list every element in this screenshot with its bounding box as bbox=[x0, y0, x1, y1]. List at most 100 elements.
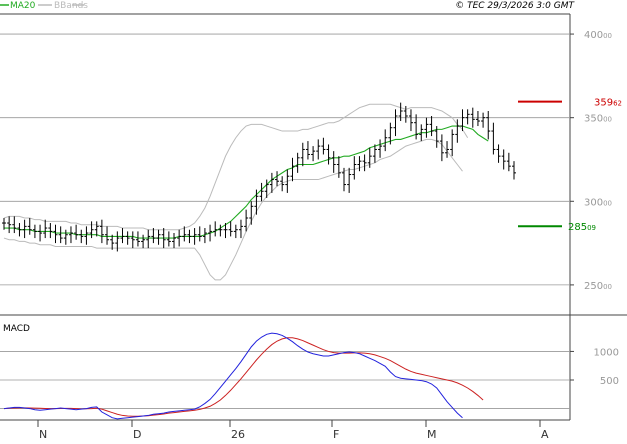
ma20-polyline bbox=[4, 125, 489, 239]
x-axis: N D 26 F M A bbox=[37, 420, 549, 441]
ohlc-bar bbox=[481, 112, 486, 128]
ohlc-bar bbox=[378, 139, 383, 158]
ohlc-bar bbox=[393, 109, 398, 137]
main-ytick-label: 40000 bbox=[584, 30, 612, 41]
ohlc-bar bbox=[470, 107, 475, 128]
ohlc-bar bbox=[182, 226, 187, 242]
x-tick-label: A bbox=[541, 428, 549, 440]
ohlc-bar bbox=[125, 231, 130, 245]
main-ytick-label-decimals: 00 bbox=[603, 199, 612, 207]
ohlc-bar bbox=[79, 229, 84, 244]
macd-line bbox=[3, 332, 463, 420]
ohlc-bar bbox=[17, 223, 22, 237]
ohlc-bar bbox=[38, 224, 43, 242]
ohlc-bar bbox=[285, 169, 290, 193]
ohlc-bar bbox=[362, 154, 367, 172]
ohlc-bar bbox=[275, 171, 280, 187]
ohlc-bar bbox=[249, 201, 254, 225]
ohlc-bar bbox=[403, 105, 408, 123]
ohlc-bar bbox=[316, 139, 321, 160]
ohlc-bar bbox=[486, 110, 491, 140]
ohlc-bar bbox=[445, 141, 450, 158]
ohlc-bar bbox=[414, 114, 419, 140]
ohlc-bar bbox=[295, 152, 300, 173]
ohlc-bar bbox=[141, 234, 146, 249]
ohlc-bar bbox=[32, 224, 37, 239]
x-tick-label: F bbox=[333, 428, 339, 440]
ohlc-bar bbox=[383, 129, 388, 152]
ohlc-bar bbox=[63, 229, 68, 245]
ohlc-bar bbox=[228, 221, 233, 237]
ohlc-bar bbox=[429, 116, 434, 137]
ohlc-bar bbox=[58, 226, 63, 244]
ohlc-bar bbox=[450, 129, 455, 157]
main-ytick-label-decimals: 00 bbox=[603, 283, 612, 291]
main-ytick-label: 35000 bbox=[584, 114, 612, 125]
ohlc-bar bbox=[465, 109, 470, 125]
support-resistance-levels: 35962 28509 bbox=[518, 98, 622, 233]
ohlc-bar bbox=[326, 144, 331, 165]
ohlc-bar bbox=[110, 234, 115, 250]
ohlc-bar bbox=[455, 119, 460, 143]
main-ytick-label: 25000 bbox=[584, 281, 612, 292]
ohlc-bar bbox=[475, 110, 480, 127]
ohlc-bar bbox=[208, 224, 213, 242]
ohlc-bar bbox=[342, 167, 346, 192]
ohlc-bar bbox=[105, 226, 110, 245]
ohlc-bar bbox=[223, 223, 228, 239]
macd-panel[interactable]: MACD 1000 500 bbox=[0, 315, 619, 421]
x-tick-label: D bbox=[133, 428, 141, 440]
ohlc-bar bbox=[48, 223, 53, 239]
ohlc-bar bbox=[238, 219, 243, 239]
ohlc-bar bbox=[74, 224, 79, 240]
ohlc-bar bbox=[408, 109, 413, 132]
support-label: 28509 bbox=[568, 222, 596, 233]
ohlc-bar bbox=[506, 152, 511, 172]
ohlc-bar bbox=[156, 229, 161, 245]
ohlc-bar bbox=[172, 233, 176, 249]
chart-header: MA20 BBands © TEC 29/3/2026 3:0 GMT bbox=[0, 1, 576, 11]
ohlc-bar bbox=[99, 219, 104, 244]
main-panel[interactable]: 25000 30000 35000 40000 35962 28509 bbox=[0, 13, 627, 316]
bollinger-bands bbox=[3, 103, 469, 281]
main-ytick-label-decimals: 00 bbox=[603, 116, 612, 124]
main-ytick-label-decimals: 00 bbox=[603, 32, 612, 40]
ohlc-bar bbox=[84, 226, 89, 245]
resistance-label: 35962 bbox=[594, 98, 622, 109]
resistance-label-decimals: 62 bbox=[613, 100, 622, 108]
ohlc-bar bbox=[197, 226, 202, 242]
legend-ma-label: MA20 bbox=[10, 1, 36, 11]
ohlc-bar bbox=[202, 228, 207, 244]
price-bars bbox=[2, 102, 516, 252]
ohlc-bar bbox=[254, 189, 259, 215]
ohlc-bar bbox=[94, 221, 99, 237]
ohlc-bar bbox=[398, 102, 403, 122]
ohlc-bar bbox=[161, 228, 166, 249]
ohlc-bar bbox=[321, 137, 326, 155]
macd-grid bbox=[0, 351, 570, 409]
ohlc-bar bbox=[367, 147, 372, 168]
x-tick-label: 26 bbox=[231, 428, 245, 440]
macd-ytick-label: 500 bbox=[600, 376, 619, 387]
ohlc-bar bbox=[439, 134, 444, 162]
ohlc-bar bbox=[280, 176, 285, 192]
main-ytick-label: 30000 bbox=[584, 197, 612, 208]
ohlc-bar bbox=[357, 156, 362, 172]
ohlc-bar bbox=[512, 161, 516, 180]
ohlc-bar bbox=[264, 179, 269, 198]
ohlc-bar bbox=[146, 229, 151, 249]
ohlc-bar bbox=[2, 218, 6, 230]
ohlc-bar bbox=[496, 144, 501, 163]
copyright-text: © TEC 29/3/2026 3:0 GMT bbox=[455, 1, 575, 11]
legend-bbands-label: BBands bbox=[54, 1, 88, 11]
ohlc-bar bbox=[290, 157, 295, 182]
ohlc-bar bbox=[424, 117, 429, 138]
ohlc-bar bbox=[331, 151, 336, 173]
ohlc-bar bbox=[7, 216, 12, 234]
ohlc-bar bbox=[135, 231, 140, 247]
main-grid bbox=[0, 33, 570, 286]
ohlc-bar bbox=[151, 228, 156, 244]
ohlc-bar bbox=[460, 109, 465, 132]
